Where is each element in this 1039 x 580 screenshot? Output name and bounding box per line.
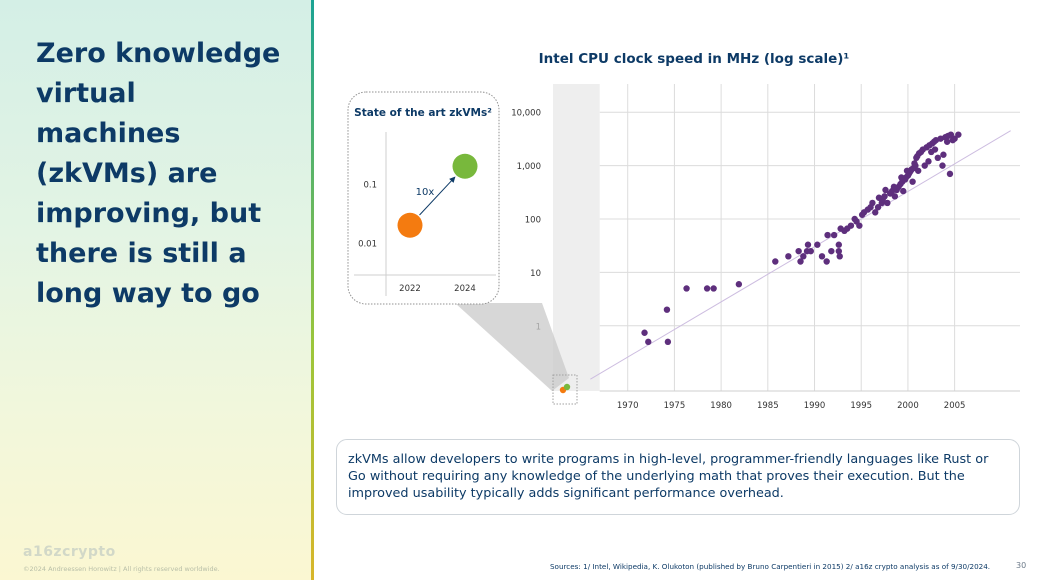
cpu-data-point — [797, 258, 804, 265]
a16z-crypto-logo: a16zcrypto — [23, 544, 116, 560]
x-tick-label: 1990 — [804, 401, 826, 411]
cpu-data-point — [890, 183, 898, 191]
zoom-callout — [455, 303, 578, 405]
cpu-data-point — [911, 160, 918, 167]
slide-headline: Zero knowledge virtual machines (zkVMs) … — [36, 38, 281, 309]
x-tick-label: 1975 — [664, 401, 686, 411]
inset-y-tick-labels: 0.01 0.1 — [358, 181, 377, 250]
cpu-data-point — [703, 285, 711, 292]
cpu-data-point — [785, 253, 792, 260]
inset-x-tick-labels: 2022 2024 — [399, 284, 476, 294]
cpu-data-point — [735, 281, 743, 288]
zkvm-point-2024 — [452, 153, 478, 179]
cpu-data-point — [772, 258, 779, 265]
shaded-band — [553, 84, 600, 391]
y-tick-label: 10,000 — [511, 109, 541, 119]
y-tick-label: 1,000 — [517, 162, 541, 172]
x-tick-label: 1980 — [710, 401, 732, 411]
cpu-data-point — [881, 193, 888, 200]
zkvm-inset-chart: State of the art zkVMs² 0.01 0.1 2022 2024… — [347, 91, 500, 305]
cpu-data-point — [891, 193, 899, 200]
cpu-data-point — [828, 247, 835, 255]
inset-y-tick-label: 0.1 — [363, 181, 377, 191]
improvement-label: 10x — [416, 187, 435, 198]
x-tick-label: 2005 — [944, 401, 966, 411]
x-tick-labels: 1970 1975 1980 1985 1990 1995 2000 2005 — [617, 401, 966, 411]
cpu-data-point — [925, 158, 932, 165]
page-number: 30 — [1016, 561, 1027, 570]
gridlines — [599, 84, 1020, 392]
cpu-data-point — [836, 253, 843, 260]
sources-footnote: Sources: 1/ Intel, Wikipedia, K. Olukoto… — [550, 562, 991, 571]
cpu-data-point — [830, 231, 838, 239]
y-tick-label: 100 — [525, 215, 541, 225]
cpu-data-point — [898, 174, 905, 181]
x-tick-label: 2000 — [897, 401, 919, 411]
cpu-data-point — [856, 222, 863, 229]
cpu-data-point — [949, 136, 956, 144]
x-tick-label: 1970 — [617, 401, 639, 411]
cpu-data-point — [947, 131, 955, 138]
cpu-data-point — [835, 247, 843, 255]
inset-x-tick-label: 2024 — [454, 284, 476, 294]
cpu-data-point — [939, 162, 946, 169]
cpu-data-point — [900, 187, 907, 195]
cpu-data-point — [823, 258, 830, 265]
cpu-data-point — [683, 285, 690, 292]
cpu-data-point — [664, 338, 672, 346]
cpu-data-point — [835, 241, 843, 248]
info-box: zkVMs allow developers to write programs… — [336, 439, 1020, 515]
cpu-data-point — [946, 170, 954, 178]
y-tick-label: 10 — [530, 269, 541, 279]
cpu-data-point — [814, 241, 821, 248]
zoom-cone — [455, 303, 569, 391]
cpu-data-point — [795, 247, 802, 255]
arrow-head — [449, 176, 456, 183]
cpu-data-point — [940, 151, 947, 158]
cpu-data-point — [903, 167, 911, 174]
left-panel — [0, 0, 311, 580]
cpu-data-point — [931, 146, 939, 153]
cpu-data-point — [921, 162, 928, 169]
cpu-data-point — [663, 306, 671, 313]
accent-divider — [311, 0, 314, 580]
cpu-data-point — [710, 285, 717, 292]
chart-title: Intel CPU clock speed in MHz (log scale)… — [539, 51, 850, 67]
zoom-source-box — [552, 374, 578, 405]
cpu-data-point — [818, 253, 826, 260]
copyright-text: ©2024 Andreessen Horowitz | All rights r… — [23, 565, 220, 573]
cpu-data-point — [800, 253, 807, 260]
cpu-data-point — [874, 204, 882, 211]
cpu-data-point — [909, 178, 916, 185]
cpu-data-point — [804, 241, 812, 248]
cpu-data-point — [884, 199, 891, 207]
cpu-data-point — [872, 209, 879, 216]
cpu-data-point — [847, 222, 855, 229]
cpu-data-point — [882, 186, 889, 194]
inset-x-tick-label: 2022 — [399, 284, 421, 294]
inset-frame — [347, 91, 500, 305]
improvement-arrow — [419, 179, 454, 216]
inset-title: State of the art zkVMs² — [354, 107, 492, 119]
cpu-data-points — [641, 131, 962, 346]
cpu-data-point — [645, 338, 652, 346]
cpu-data-point — [824, 231, 831, 239]
zkvm-point-2022 — [397, 212, 423, 238]
cpu-data-point — [869, 199, 876, 207]
zkvm-points — [397, 153, 478, 238]
x-tick-label: 1985 — [757, 401, 779, 411]
cpu-data-point — [934, 154, 942, 162]
inset-y-tick-label: 0.01 — [358, 240, 377, 250]
cpu-data-point — [875, 194, 883, 201]
cpu-data-point — [943, 138, 951, 145]
cpu-data-point — [807, 247, 814, 255]
cpu-data-point — [914, 167, 922, 174]
cpu-data-point — [955, 131, 962, 138]
mini-point-2024 — [563, 383, 571, 391]
cpu-data-point — [641, 329, 648, 336]
x-tick-label: 1995 — [850, 401, 872, 411]
